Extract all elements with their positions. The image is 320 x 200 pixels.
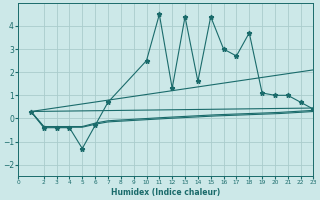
X-axis label: Humidex (Indice chaleur): Humidex (Indice chaleur) xyxy=(111,188,220,197)
